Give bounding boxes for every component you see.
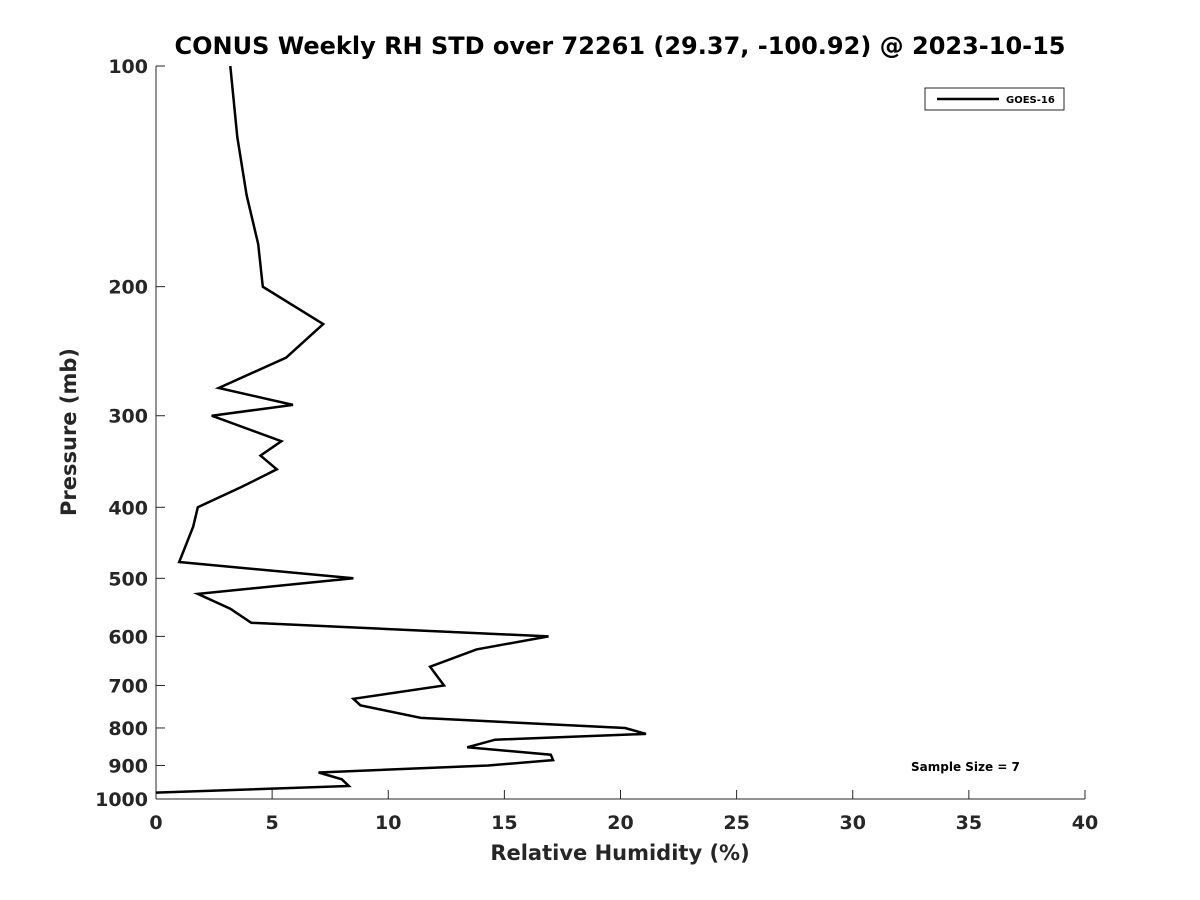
plot-area: 0 5 10 15 20 25 30 35 40 100 200 300 400 500 600 700 800… [95, 56, 1098, 834]
x-tick-label-25: 25 [723, 812, 749, 834]
y-tick-label-400: 400 [108, 497, 148, 519]
y-tick-label-900: 900 [108, 755, 148, 777]
x-tick-label-40: 40 [1072, 812, 1098, 834]
series-line-goes-16 [155, 65, 647, 794]
y-tick-label-100: 100 [108, 56, 148, 78]
y-tick-label-800: 800 [108, 718, 148, 740]
x-axis-label: Relative Humidity (%) [490, 841, 749, 865]
x-tick-label-35: 35 [956, 812, 982, 834]
sample-size-annotation: Sample Size = 7 [911, 760, 1020, 774]
x-tick-label-5: 5 [266, 812, 279, 834]
x-tick-label-30: 30 [840, 812, 866, 834]
y-tick-label-200: 200 [108, 277, 148, 299]
y-tick-label-700: 700 [108, 675, 148, 697]
chart-title: CONUS Weekly RH STD over 72261 (29.37, -… [174, 32, 1065, 60]
y-tick-label-300: 300 [108, 406, 148, 428]
legend: GOES-16 [924, 87, 1065, 111]
x-tick-label-10: 10 [375, 812, 401, 834]
y-axis-label: Pressure (mb) [57, 348, 81, 516]
legend-label-goes-16: GOES-16 [1006, 95, 1055, 106]
x-tick-label-0: 0 [149, 812, 162, 834]
x-tick-label-20: 20 [607, 812, 633, 834]
y-tick-label-500: 500 [108, 568, 148, 590]
y-tick-label-1000: 1000 [95, 789, 148, 811]
y-tick-label-600: 600 [108, 626, 148, 648]
x-tick-label-15: 15 [491, 812, 517, 834]
